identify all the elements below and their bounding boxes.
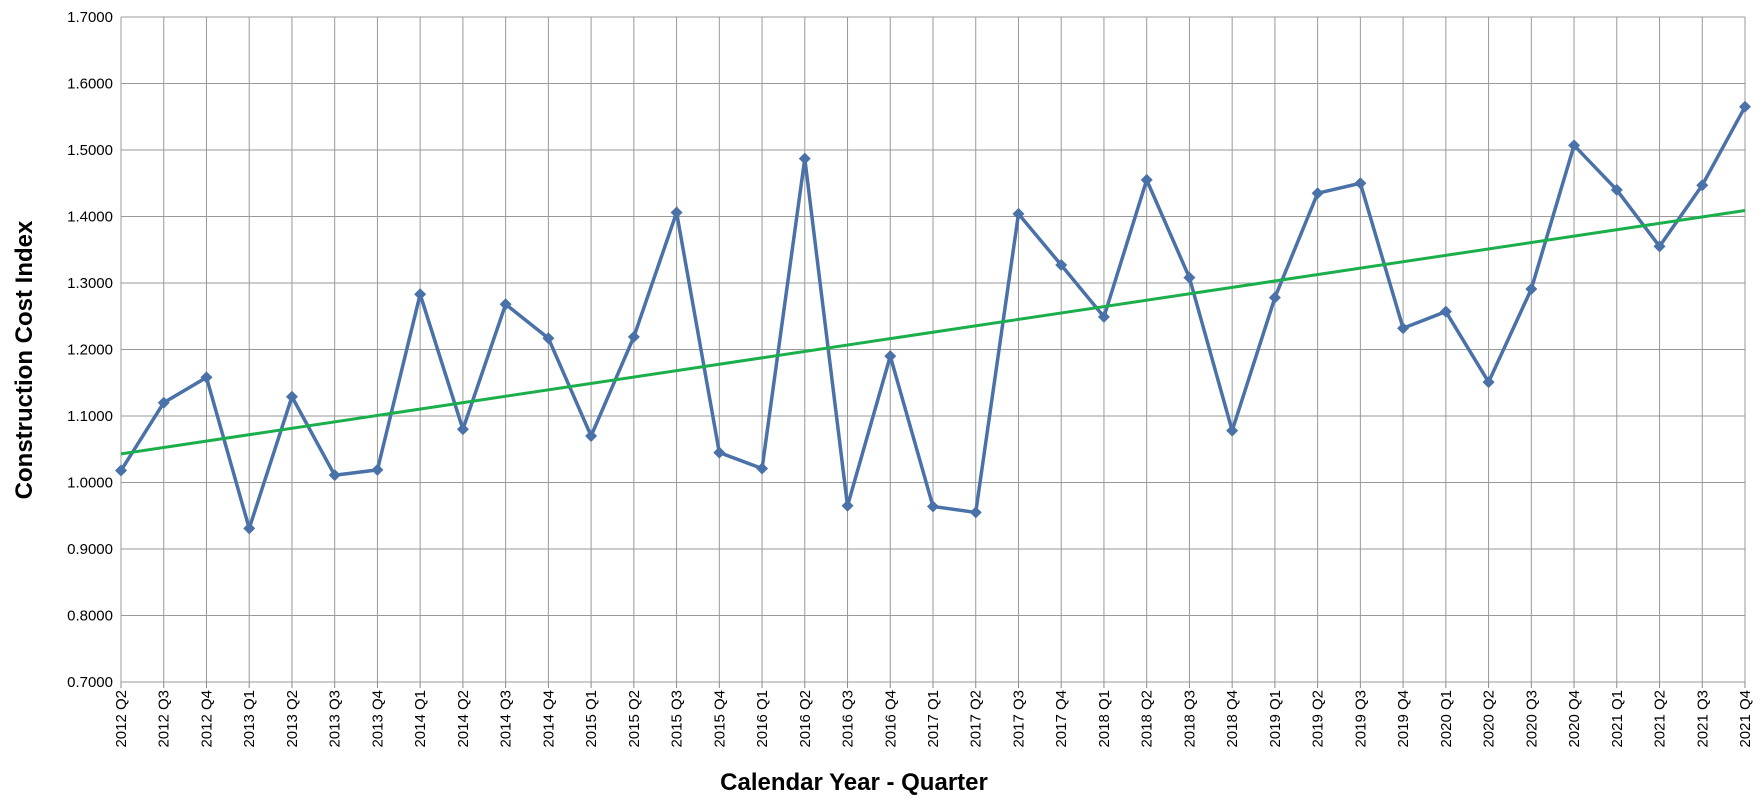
- data-point: [1610, 183, 1623, 196]
- x-tick-label: 2018 Q2: [1139, 690, 1156, 748]
- data-point: [1525, 282, 1538, 295]
- y-tick-label: 0.9000: [67, 541, 113, 558]
- x-axis-title: Calendar Year - Quarter: [720, 769, 988, 796]
- data-point: [1097, 310, 1110, 323]
- x-tick-label: 2019 Q3: [1352, 690, 1369, 748]
- y-tick-label: 1.1000: [67, 408, 113, 425]
- data-point: [157, 396, 170, 409]
- data-point: [1739, 100, 1751, 113]
- x-tick-label: 2018 Q3: [1181, 690, 1198, 748]
- x-tick-label: 2021 Q3: [1694, 690, 1711, 748]
- data-point: [1482, 376, 1495, 389]
- x-tick-label: 2016 Q1: [754, 690, 771, 748]
- y-tick-label: 0.8000: [67, 608, 113, 625]
- x-tick-label: 2014 Q2: [455, 690, 472, 748]
- data-point: [1012, 207, 1025, 220]
- x-tick-label: 2013 Q4: [369, 690, 386, 748]
- data-point: [969, 506, 982, 519]
- data-point: [756, 462, 769, 475]
- y-tick-label: 1.6000: [67, 76, 113, 93]
- data-point: [884, 350, 897, 363]
- x-tick-label: 2015 Q1: [583, 690, 600, 748]
- x-tick-label: 2012 Q3: [156, 690, 173, 748]
- x-tick-label: 2020 Q2: [1481, 690, 1498, 748]
- data-point: [1439, 305, 1452, 318]
- data-point: [285, 390, 298, 403]
- data-point: [627, 330, 640, 343]
- x-tick-label: 2016 Q3: [840, 690, 857, 748]
- data-point: [1183, 271, 1196, 284]
- x-tick-label: 2020 Q3: [1523, 690, 1540, 748]
- x-tick-label: 2017 Q1: [925, 690, 942, 748]
- data-point: [328, 469, 341, 482]
- trend-line: [120, 209, 1746, 456]
- x-tick-label: 2019 Q1: [1267, 690, 1284, 748]
- data-point: [1311, 187, 1324, 200]
- data-point: [1268, 291, 1281, 304]
- y-tick-label: 1.2000: [67, 342, 113, 359]
- x-tick-label: 2020 Q1: [1438, 690, 1455, 748]
- y-axis-title: Construction Cost Index: [11, 220, 38, 499]
- x-tick-label: 2013 Q3: [327, 690, 344, 748]
- x-tick-label: 2017 Q3: [1010, 690, 1027, 748]
- data-point: [499, 298, 512, 311]
- x-tick-label: 2020 Q4: [1566, 690, 1583, 748]
- y-tick-label: 1.5000: [67, 142, 113, 159]
- data-point: [200, 371, 213, 384]
- x-tick-label: 2014 Q4: [540, 690, 557, 748]
- x-tick-label: 2021 Q2: [1652, 690, 1669, 748]
- data-point: [1397, 322, 1410, 335]
- x-tick-label: 2021 Q4: [1737, 690, 1754, 748]
- data-point: [1696, 179, 1709, 192]
- data-point: [713, 446, 726, 459]
- x-tick-label: 2012 Q2: [113, 690, 130, 748]
- x-tick-label: 2019 Q2: [1310, 690, 1327, 748]
- x-tick-label: 2018 Q4: [1224, 690, 1241, 748]
- data-point: [1653, 240, 1666, 253]
- data-point: [243, 522, 256, 535]
- data-point: [414, 288, 427, 301]
- x-tick-label: 2019 Q4: [1395, 690, 1412, 748]
- data-point: [670, 206, 683, 219]
- x-tick-label: 2021 Q1: [1609, 690, 1626, 748]
- data-point: [542, 332, 555, 345]
- x-tick-label: 2015 Q3: [669, 690, 686, 748]
- x-tick-label: 2015 Q4: [711, 690, 728, 748]
- data-point: [841, 499, 854, 512]
- y-tick-label: 0.7000: [67, 674, 113, 691]
- x-tick-label: 2013 Q2: [284, 690, 301, 748]
- y-tick-label: 1.3000: [67, 275, 113, 292]
- data-point: [456, 423, 469, 436]
- x-tick-label: 2012 Q4: [198, 690, 215, 748]
- x-tick-label: 2018 Q1: [1096, 690, 1113, 748]
- x-tick-label: 2015 Q2: [626, 690, 643, 748]
- data-point: [1140, 173, 1153, 186]
- data-point: [585, 429, 598, 442]
- data-point: [927, 500, 939, 513]
- data-point: [115, 464, 127, 477]
- data-point: [1568, 139, 1581, 152]
- x-tick-label: 2016 Q4: [882, 690, 899, 748]
- data-point: [371, 463, 384, 476]
- x-tick-label: 2013 Q1: [241, 690, 258, 748]
- x-tick-label: 2017 Q2: [968, 690, 985, 748]
- y-tick-label: 1.4000: [67, 209, 113, 226]
- x-tick-label: 2017 Q4: [1053, 690, 1070, 748]
- x-tick-label: 2014 Q1: [412, 690, 429, 748]
- x-tick-label: 2016 Q2: [797, 690, 814, 748]
- data-point: [798, 152, 811, 165]
- y-tick-label: 1.7000: [67, 9, 113, 26]
- x-tick-label: 2014 Q3: [498, 690, 515, 748]
- data-point: [1354, 177, 1367, 190]
- data-point: [1226, 424, 1239, 437]
- y-tick-label: 1.0000: [67, 475, 113, 492]
- data-point: [1055, 259, 1068, 272]
